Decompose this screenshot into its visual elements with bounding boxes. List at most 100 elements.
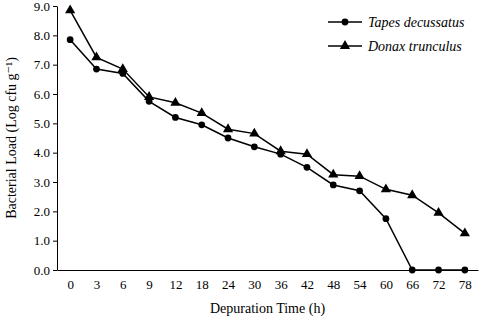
y-tick-label: 5.0: [34, 116, 50, 131]
y-tick-mark: [53, 94, 57, 95]
x-tick-label: 54: [354, 277, 368, 292]
y-tick-mark: [53, 211, 57, 212]
x-axis: 0369121824303642485460667278: [58, 270, 479, 292]
y-tick-label: 3.0: [34, 175, 50, 190]
y-tick: 8.0: [34, 28, 57, 43]
x-tick: 66: [406, 270, 420, 292]
y-tick-label: 8.0: [34, 28, 50, 43]
point: [144, 91, 154, 100]
x-tick: 12: [169, 270, 182, 292]
y-tick-mark: [53, 153, 57, 154]
y-tick-label: 7.0: [34, 57, 50, 72]
x-tick-label: 60: [380, 277, 393, 292]
x-tick-label: 3: [94, 277, 101, 292]
point: [433, 207, 443, 216]
x-tick-label: 12: [169, 277, 182, 292]
y-tick: 5.0: [34, 116, 57, 131]
point: [197, 107, 207, 116]
point: [381, 183, 391, 192]
y-tick-label: 9.0: [34, 0, 50, 14]
legend-label: Donax trunculus: [367, 39, 462, 54]
y-tick-label: 4.0: [34, 145, 50, 160]
y-tick-mark: [53, 182, 57, 183]
y-tick: 6.0: [34, 87, 57, 102]
y-axis-title: Bacterial Load (Log cfu g⁻¹): [4, 57, 20, 219]
x-tick: 6: [120, 270, 127, 292]
x-axis-title: Depuration Time (h): [210, 301, 325, 317]
point: [328, 169, 338, 178]
point: [460, 227, 470, 236]
x-tick-label: 66: [406, 277, 420, 292]
y-tick: 0.0: [34, 263, 57, 278]
x-tick: 48: [327, 270, 340, 292]
plot: 0.01.02.03.04.05.06.07.08.09.00369121824…: [34, 0, 479, 292]
x-tick: 24: [222, 270, 236, 292]
x-tick-label: 30: [248, 277, 261, 292]
x-tick: 9: [146, 270, 153, 292]
point: [118, 63, 128, 72]
y-tick: 9.0: [34, 0, 57, 14]
point: [407, 189, 417, 198]
y-tick-label: 0.0: [34, 263, 50, 278]
y-tick: 3.0: [34, 175, 57, 190]
series-line: [70, 40, 465, 270]
x-tick: 0: [67, 270, 74, 292]
point: [170, 97, 180, 106]
y-tick: 4.0: [34, 145, 57, 160]
point: [330, 182, 337, 189]
legend-item: Tapes decussatus: [328, 15, 465, 30]
point: [276, 145, 286, 154]
point: [304, 164, 311, 171]
x-tick-label: 42: [301, 277, 314, 292]
series-line: [70, 10, 465, 233]
y-tick-mark: [53, 241, 57, 242]
point: [93, 66, 100, 73]
x-tick: 54: [354, 270, 368, 292]
y-tick-mark: [53, 35, 57, 36]
x-tick-label: 0: [67, 277, 74, 292]
legend-marker: [340, 40, 350, 49]
x-tick-label: 78: [459, 277, 472, 292]
y-tick-label: 2.0: [34, 204, 50, 219]
point: [225, 135, 232, 142]
legend-marker: [342, 19, 349, 26]
marks: [65, 5, 470, 274]
point: [461, 267, 468, 274]
point: [302, 148, 312, 157]
x-tick: 18: [196, 270, 209, 292]
point: [435, 267, 442, 274]
x-tick-label: 24: [222, 277, 236, 292]
x-tick: 42: [301, 270, 314, 292]
point: [91, 51, 101, 60]
x-tick-label: 18: [196, 277, 209, 292]
point: [198, 121, 205, 128]
point: [249, 128, 259, 137]
x-tick-label: 9: [146, 277, 153, 292]
y-axis-line: [57, 7, 58, 271]
point: [356, 187, 363, 194]
point: [409, 267, 416, 274]
y-tick: 2.0: [34, 204, 57, 219]
chart: 0.01.02.03.04.05.06.07.08.09.00369121824…: [0, 0, 495, 321]
x-tick-label: 6: [120, 277, 127, 292]
x-tick: 36: [275, 270, 289, 292]
point: [172, 114, 179, 121]
y-tick: 1.0: [34, 233, 57, 248]
x-tick: 60: [380, 270, 393, 292]
point: [383, 215, 390, 222]
x-tick-label: 72: [433, 277, 446, 292]
y-tick-mark: [53, 123, 57, 124]
y-tick-label: 1.0: [34, 233, 50, 248]
point: [67, 36, 74, 43]
x-tick: 30: [248, 270, 261, 292]
point: [354, 170, 364, 179]
y-tick-mark: [53, 270, 57, 271]
y-axis: 0.0 1.0 2.0 3.0 4.0 5.0 6.0 7.0 8.0 9.0: [34, 0, 58, 278]
x-tick-label: 36: [275, 277, 289, 292]
x-tick: 3: [94, 270, 101, 292]
legend: Tapes decussatus Donax trunculus: [328, 15, 465, 54]
x-tick-label: 48: [327, 277, 340, 292]
y-tick: 7.0: [34, 57, 57, 72]
legend-label: Tapes decussatus: [368, 15, 465, 30]
y-tick-label: 6.0: [34, 87, 50, 102]
